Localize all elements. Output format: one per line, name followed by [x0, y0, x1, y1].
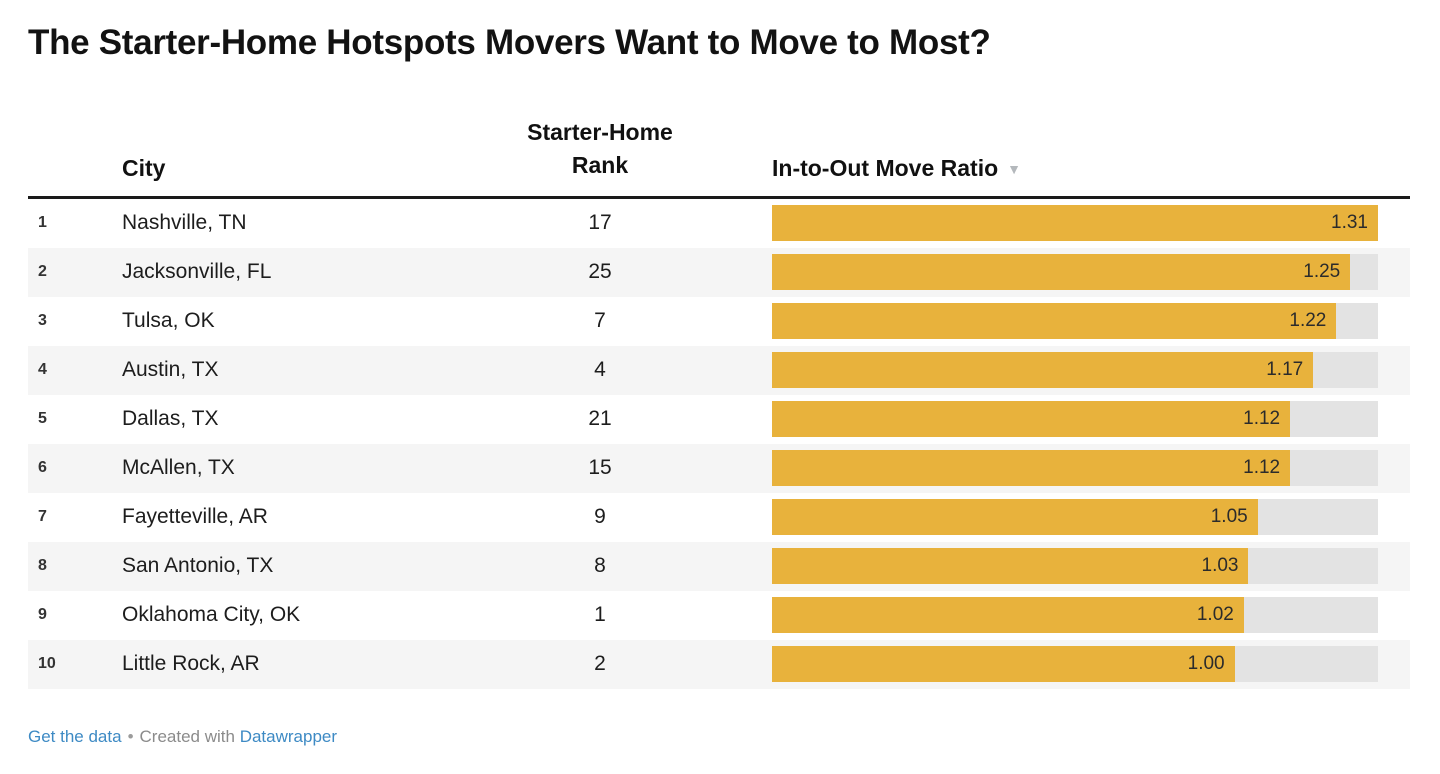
- ratio-bar-track: 1.05: [772, 499, 1378, 535]
- ratio-bar-cell: 1.22: [724, 297, 1410, 346]
- ratio-value: 1.17: [1266, 359, 1304, 380]
- chart-title: The Starter-Home Hotspots Movers Want to…: [28, 23, 991, 62]
- ratio-value: 1.22: [1289, 310, 1327, 331]
- city-cell: San Antonio, TX: [122, 554, 274, 577]
- rank-cell: 4: [594, 358, 606, 381]
- ratio-value: 1.02: [1196, 604, 1234, 625]
- row-index: 8: [38, 557, 47, 574]
- city-cell: Oklahoma City, OK: [122, 603, 301, 626]
- row-index: 5: [38, 410, 47, 427]
- rank-cell: 8: [594, 554, 606, 577]
- ratio-value: 1.12: [1243, 457, 1281, 478]
- ratio-value: 1.03: [1201, 555, 1239, 576]
- table-row: 8 San Antonio, TX 8 1.03: [28, 541, 1410, 591]
- ratio-value: 1.12: [1243, 408, 1281, 429]
- city-cell: Little Rock, AR: [122, 652, 260, 675]
- header-city-column[interactable]: City: [122, 154, 166, 181]
- ratio-bar-track: 1.03: [772, 548, 1378, 584]
- footer-separator: •: [127, 726, 134, 746]
- ratio-bar: 1.22: [772, 303, 1337, 339]
- table-row: 6 McAllen, TX 15 1.12: [28, 443, 1410, 493]
- ratio-bar-track: 1.12: [772, 450, 1378, 486]
- header-ratio-label: In-to-Out Move Ratio: [772, 154, 999, 181]
- get-the-data-link[interactable]: Get the data: [28, 726, 122, 746]
- ratio-bar: 1.17: [772, 352, 1314, 388]
- row-index: 9: [38, 606, 47, 623]
- ratio-value: 1.25: [1303, 261, 1341, 282]
- footer-credit-text: Created with: [139, 726, 235, 746]
- ratio-bar: 1.12: [772, 450, 1291, 486]
- ratio-bar: 1.12: [772, 401, 1291, 437]
- ratio-bar: 1.03: [772, 548, 1249, 584]
- ratio-bar-cell: 1.17: [724, 346, 1410, 395]
- ratio-bar-track: 1.31: [772, 205, 1378, 241]
- ratio-bar: 1.02: [772, 597, 1244, 633]
- datawrapper-link[interactable]: Datawrapper: [239, 726, 338, 746]
- table-row: 7 Fayetteville, AR 9 1.05: [28, 493, 1410, 542]
- table-row: 1 Nashville, TN 17 1.31: [28, 199, 1410, 248]
- row-index: 4: [38, 361, 47, 378]
- ratio-bar-track: 1.02: [772, 597, 1378, 633]
- rank-cell: 9: [594, 505, 606, 528]
- sort-descending-icon[interactable]: ▼: [1007, 160, 1021, 177]
- ratio-bar-track: 1.00: [772, 646, 1378, 682]
- city-cell: Austin, TX: [122, 358, 219, 381]
- ratio-bar: 1.05: [772, 499, 1258, 535]
- footer: Get the data • Created with Datawrapper: [28, 727, 1410, 747]
- table-row: 5 Dallas, TX 21 1.12: [28, 395, 1410, 444]
- ratio-bar-track: 1.22: [772, 303, 1378, 339]
- ratio-value: 1.31: [1331, 212, 1368, 233]
- row-index: 1: [38, 214, 47, 231]
- header-rank-column[interactable]: Starter-Home Rank: [527, 118, 673, 179]
- row-index: 6: [38, 459, 47, 476]
- ratio-bar-cell: 1.12: [724, 395, 1410, 444]
- city-cell: Tulsa, OK: [122, 309, 215, 332]
- table-row: 9 Oklahoma City, OK 1 1.02: [28, 591, 1410, 640]
- chart-container: The Starter-Home Hotspots Movers Want to…: [28, 23, 1410, 747]
- city-cell: Nashville, TN: [122, 211, 247, 234]
- ratio-bar: 1.00: [772, 646, 1235, 682]
- ratio-bar-track: 1.25: [772, 254, 1378, 290]
- table-row: 2 Jacksonville, FL 25 1.25: [28, 247, 1410, 297]
- rank-cell: 15: [588, 456, 612, 479]
- rank-cell: 21: [588, 407, 612, 430]
- ratio-bar-cell: 1.12: [724, 444, 1410, 493]
- city-cell: Fayetteville, AR: [122, 505, 268, 528]
- city-cell: McAllen, TX: [122, 456, 235, 479]
- table-row: 3 Tulsa, OK 7 1.22: [28, 297, 1410, 346]
- ratio-value: 1.00: [1187, 653, 1225, 674]
- header-ratio-column[interactable]: In-to-Out Move Ratio ▼: [724, 155, 1410, 183]
- ratio-bar-cell: 1.25: [724, 248, 1410, 297]
- ratio-bar: 1.25: [772, 254, 1351, 290]
- table-header-row: City Starter-Home Rank In-to-Out Move Ra…: [28, 63, 1410, 199]
- ratio-bar-cell: 1.31: [724, 199, 1410, 248]
- table-row: 4 Austin, TX 4 1.17: [28, 345, 1410, 395]
- rank-cell: 17: [588, 211, 612, 234]
- ratio-value: 1.05: [1210, 506, 1248, 527]
- row-index: 7: [38, 508, 47, 525]
- city-cell: Jacksonville, FL: [122, 260, 272, 283]
- rank-cell: 7: [594, 309, 606, 332]
- ratio-bar-cell: 1.03: [724, 542, 1410, 591]
- row-index: 10: [38, 655, 56, 672]
- rank-cell: 2: [594, 652, 606, 675]
- ratio-bar-track: 1.17: [772, 352, 1378, 388]
- rank-cell: 1: [594, 603, 606, 626]
- ratio-bar-cell: 1.05: [724, 493, 1410, 542]
- city-cell: Dallas, TX: [122, 407, 219, 430]
- ratio-bar-cell: 1.02: [724, 591, 1410, 640]
- table-row: 10 Little Rock, AR 2 1.00: [28, 639, 1410, 689]
- row-index: 3: [38, 312, 47, 329]
- ratio-bar-track: 1.12: [772, 401, 1378, 437]
- table-body: 1 Nashville, TN 17 1.31 2 Jacksonville, …: [28, 199, 1410, 689]
- ratio-bar-cell: 1.00: [724, 640, 1410, 689]
- row-index: 2: [38, 263, 47, 280]
- rank-cell: 25: [588, 260, 612, 283]
- ratio-bar: 1.31: [772, 205, 1378, 241]
